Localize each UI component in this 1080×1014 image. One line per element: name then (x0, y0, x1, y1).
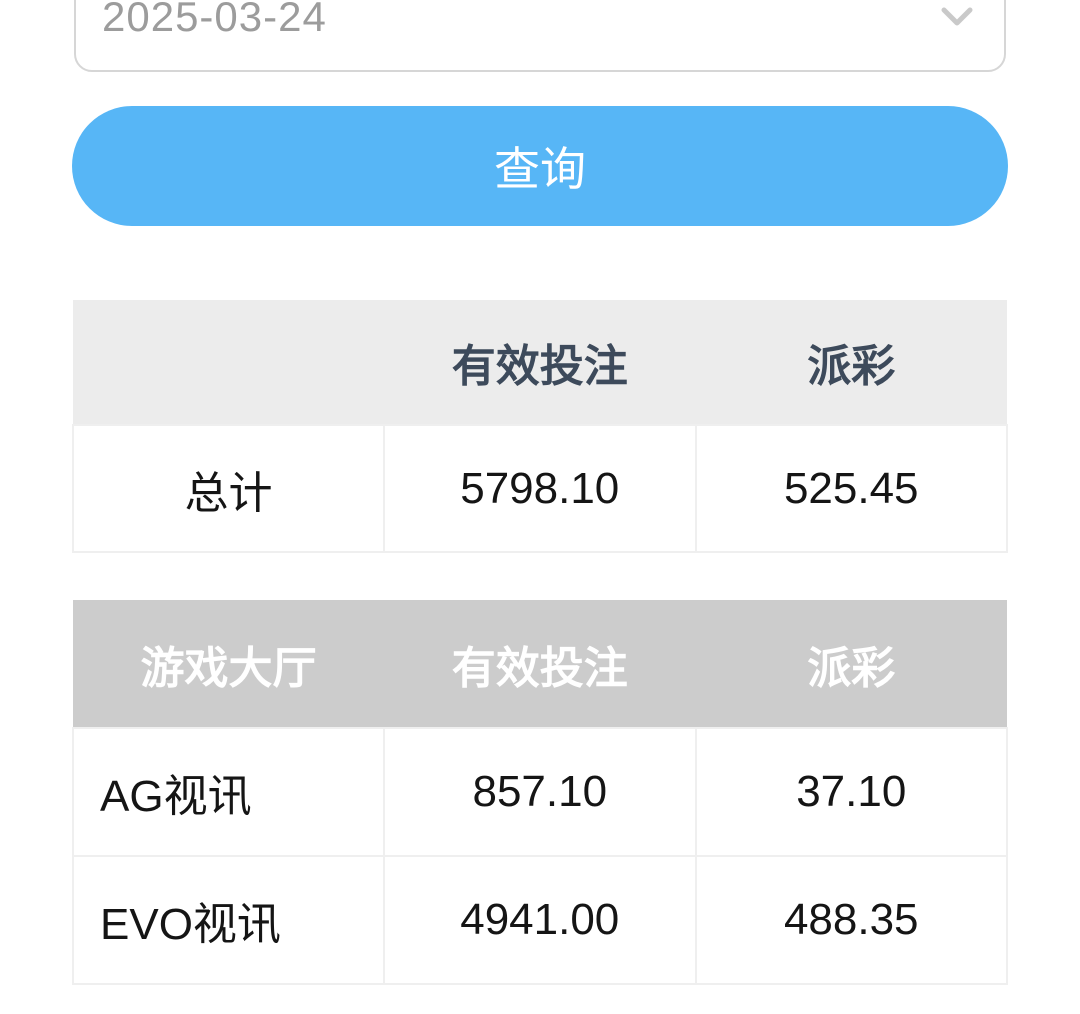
summary-total-payout: 525.45 (694, 424, 1008, 553)
hall-evo-payout: 488.35 (694, 855, 1008, 985)
date-picker-value: 2025-03-24 (102, 0, 327, 40)
halls-header-hall: 游戏大厅 (73, 600, 385, 728)
chevron-down-icon[interactable] (940, 6, 974, 28)
hall-name-ag: AG视讯 (71, 727, 386, 857)
summary-table: 有效投注 派彩 总计 5798.10 525.45 (71, 300, 1008, 553)
summary-header-payout: 派彩 (695, 300, 1007, 425)
hall-row-ag: AG视讯 857.10 37.10 (71, 727, 1008, 857)
hall-name-evo: EVO视讯 (71, 855, 386, 985)
game-halls-table: 游戏大厅 有效投注 派彩 AG视讯 857.10 37.10 EVO视讯 494… (71, 600, 1008, 985)
halls-header-row: 游戏大厅 有效投注 派彩 (73, 600, 1007, 728)
summary-total-row: 总计 5798.10 525.45 (71, 424, 1008, 553)
summary-total-valid-bets: 5798.10 (383, 424, 697, 553)
summary-total-label: 总计 (71, 424, 386, 553)
hall-ag-payout: 37.10 (694, 727, 1008, 857)
query-button[interactable]: 查询 (72, 106, 1008, 226)
summary-header-row: 有效投注 派彩 (73, 300, 1007, 425)
halls-header-payout: 派彩 (695, 600, 1007, 728)
hall-ag-valid-bets: 857.10 (383, 727, 697, 857)
date-picker-field[interactable]: 2025-03-24 (74, 0, 1006, 72)
hall-row-evo: EVO视讯 4941.00 488.35 (71, 855, 1008, 985)
summary-header-empty (73, 300, 385, 425)
halls-header-valid-bets: 有效投注 (384, 600, 696, 728)
hall-evo-valid-bets: 4941.00 (383, 855, 697, 985)
summary-header-valid-bets: 有效投注 (384, 300, 696, 425)
